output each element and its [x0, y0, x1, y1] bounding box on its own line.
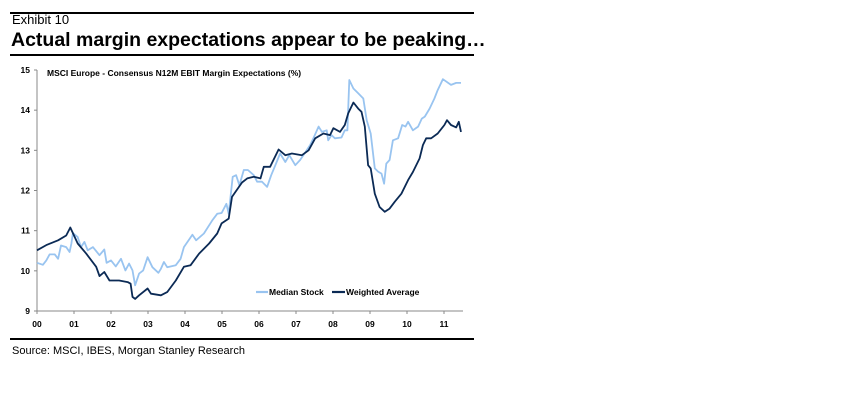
exhibit-label: Exhibit 10	[12, 12, 70, 27]
y-tick-label: 12	[21, 186, 31, 196]
x-tick-label: 11	[440, 319, 449, 329]
x-tick-label: 06	[254, 319, 264, 329]
y-tick-label: 15	[21, 65, 31, 75]
x-tick-label: 05	[217, 319, 227, 329]
top-rule	[10, 12, 474, 14]
x-tick-label: 08	[328, 319, 338, 329]
x-tick-label: 02	[106, 319, 116, 329]
series-line-median-stock	[36, 78, 461, 287]
x-tick-label: 03	[143, 319, 153, 329]
legend-label-weighted: Weighted Average	[346, 287, 420, 297]
legend-label-median: Median Stock	[269, 287, 324, 297]
y-tick-label: 14	[21, 105, 31, 115]
x-tick-label: 09	[365, 319, 375, 329]
chart-title: MSCI Europe - Consensus N12M EBIT Margin…	[47, 68, 301, 78]
y-tick-label: 11	[21, 226, 30, 236]
y-tick-label: 9	[25, 306, 30, 316]
exhibit-title: Actual margin expectations appear to be …	[11, 29, 486, 51]
title-rule	[10, 54, 474, 56]
source-note: Source: MSCI, IBES, Morgan Stanley Resea…	[12, 345, 245, 357]
legend: Median Stock Weighted Average	[256, 287, 420, 297]
bottom-rule	[10, 338, 474, 340]
series-line-weighted-average	[36, 101, 462, 300]
x-tick-label: 01	[69, 319, 79, 329]
x-tick-label: 07	[291, 319, 301, 329]
y-tick-label: 10	[21, 266, 31, 276]
x-tick-label: 10	[402, 319, 412, 329]
x-tick-label: 00	[32, 319, 42, 329]
x-tick-label: 04	[180, 319, 190, 329]
y-tick-label: 13	[21, 145, 31, 155]
